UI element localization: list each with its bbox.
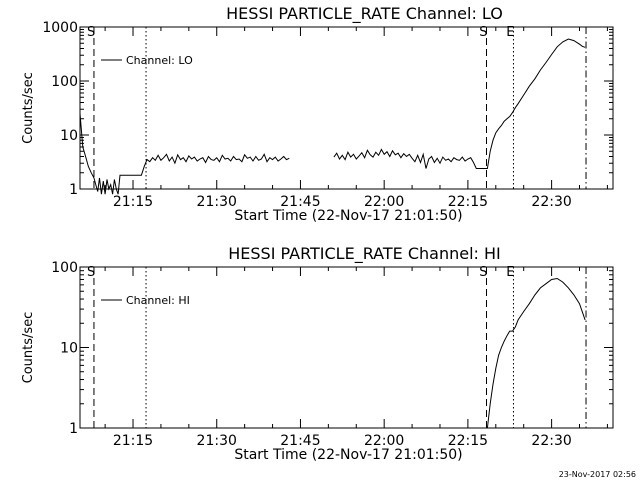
x-tick-label: 22:15 [448, 433, 488, 449]
legend-label: Channel: HI [126, 294, 190, 307]
event-marker-label: S [87, 25, 95, 40]
x-tick-label: 22:15 [448, 194, 488, 210]
chart-panel-2: HESSI PARTICLE_RATE Channel: HI 1 10 100 21:… [21, 244, 614, 463]
legend-label: Channel: LO [126, 54, 193, 67]
y-tick-label: 1 [69, 182, 78, 198]
chart-title: HESSI PARTICLE_RATE Channel: LO [226, 4, 503, 24]
event-marker-label: S [87, 265, 95, 280]
y-tick-label: 100 [51, 74, 78, 90]
plot-frame [79, 26, 614, 190]
y-tick-label: 10 [60, 341, 78, 357]
chart-panel-1: HESSI PARTICLE_RATE Channel: LO 1 10 100 100… [21, 4, 614, 224]
x-tick-label: 21:45 [280, 433, 320, 449]
y-tick-label: 100 [51, 260, 78, 276]
plot-frame [79, 266, 614, 429]
y-tick-label: 1000 [42, 20, 78, 36]
series-line [486, 277, 586, 429]
event-marker-label: E [506, 265, 514, 280]
x-tick-label: 21:45 [280, 194, 320, 210]
event-marker-label: S [479, 265, 487, 280]
x-tick-label: 21:15 [113, 194, 153, 210]
x-tick-label: 22:30 [531, 433, 571, 449]
x-tick-label: 22:00 [364, 194, 404, 210]
x-tick-label: 21:30 [197, 194, 237, 210]
x-axis-label: Start Time (22-Nov-17 21:01:50) [234, 447, 462, 463]
series-line [333, 38, 586, 169]
footer-timestamp: 23-Nov-2017 02:56 [558, 470, 636, 479]
y-axis-label: Counts/sec [21, 72, 36, 144]
series-line [79, 113, 290, 195]
x-tick-label: 22:30 [531, 194, 571, 210]
x-axis-label: Start Time (22-Nov-17 21:01:50) [234, 208, 462, 224]
y-tick-label: 1 [69, 421, 78, 437]
chart-title: HESSI PARTICLE_RATE Channel: HI [228, 244, 501, 264]
y-axis-label: Counts/sec [21, 312, 36, 384]
x-tick-label: 21:15 [113, 433, 153, 449]
x-tick-label: 22:00 [364, 433, 404, 449]
event-marker-label: E [506, 25, 514, 40]
y-tick-label: 10 [60, 128, 78, 144]
x-tick-label: 21:30 [197, 433, 237, 449]
event-marker-label: S [479, 25, 487, 40]
